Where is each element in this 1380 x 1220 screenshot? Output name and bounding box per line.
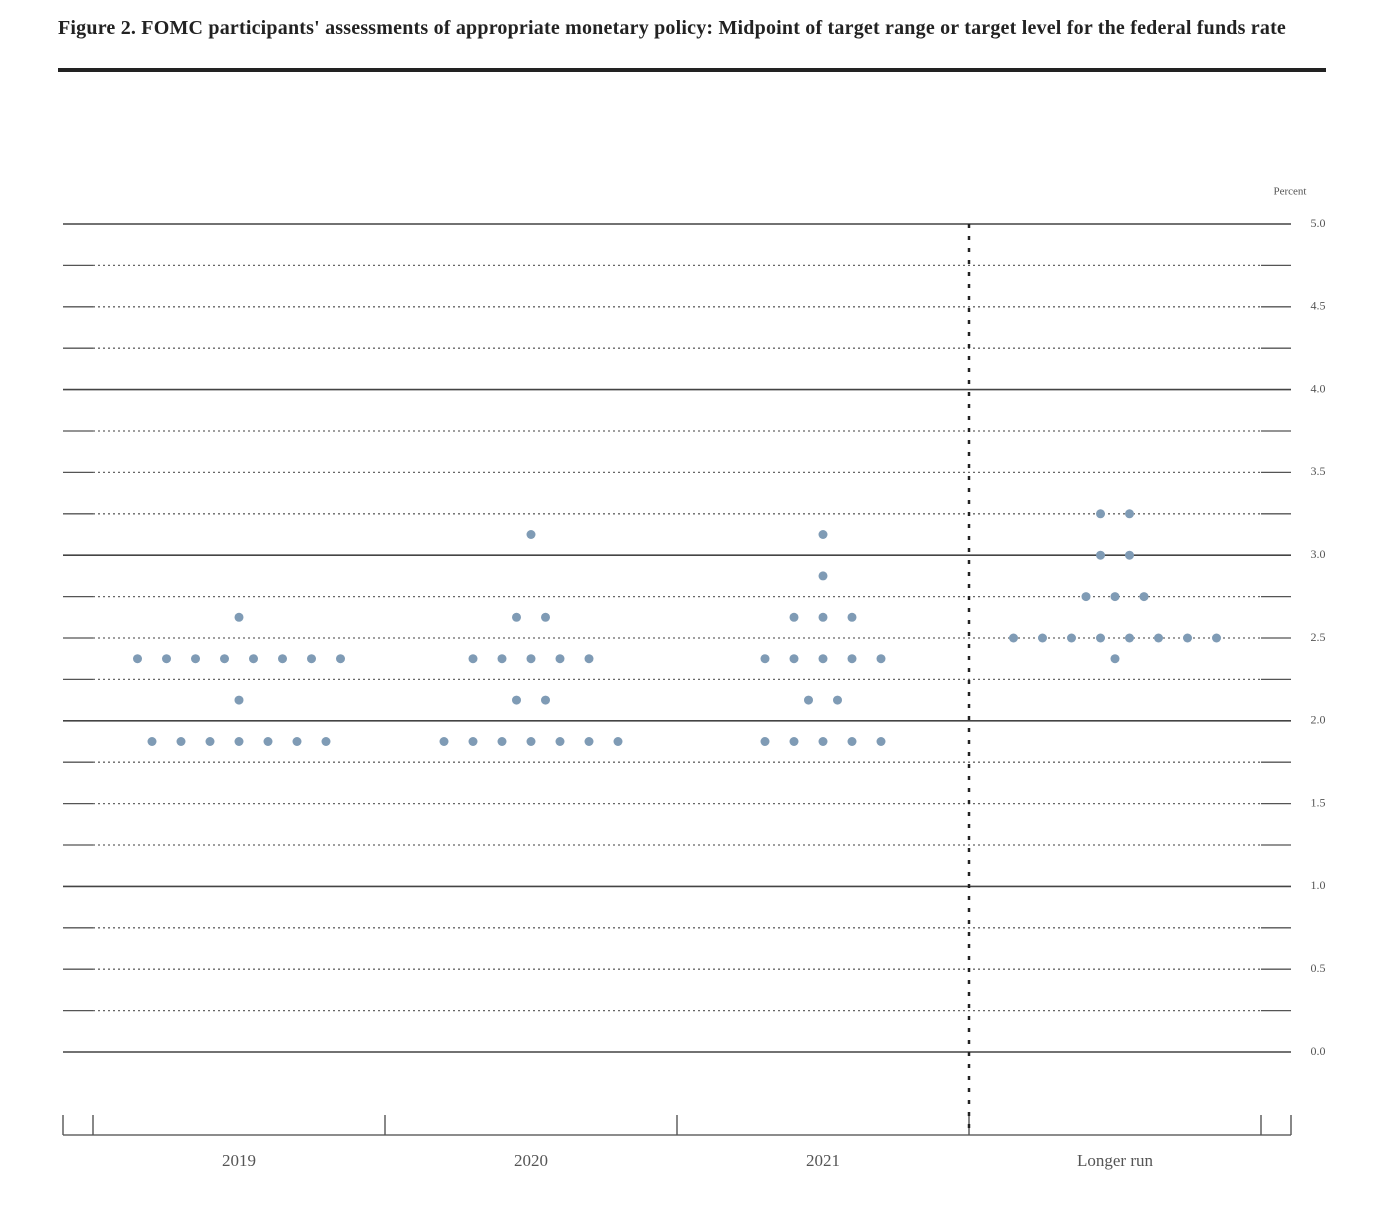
dot	[847, 612, 857, 622]
dot	[468, 654, 478, 664]
dot	[1096, 509, 1105, 519]
dot	[876, 737, 886, 746]
dot	[497, 737, 507, 746]
y-tick-label: 4.5	[1311, 299, 1326, 313]
dot	[263, 737, 273, 746]
dot	[1183, 633, 1192, 643]
x-tick-label: Longer run	[1077, 1151, 1154, 1170]
y-tick-label: 1.0	[1311, 878, 1326, 892]
dot	[234, 612, 244, 622]
dot	[1125, 550, 1134, 560]
dot	[278, 654, 287, 664]
dot	[1067, 633, 1076, 643]
dot	[1081, 592, 1091, 602]
dot	[584, 654, 594, 664]
dot	[205, 737, 215, 746]
dot	[1096, 550, 1105, 560]
dot	[526, 654, 536, 664]
x-tick-label: 2021	[806, 1151, 840, 1170]
dot	[1125, 509, 1134, 519]
dot	[555, 654, 565, 664]
dot	[789, 737, 799, 746]
dot	[176, 737, 186, 746]
dot	[1154, 633, 1163, 643]
y-tick-label: 0.0	[1311, 1044, 1326, 1058]
dot	[1139, 592, 1149, 602]
y-tick-label: 4.0	[1311, 381, 1326, 395]
dot	[804, 695, 813, 705]
y-tick-label: 3.5	[1311, 464, 1326, 478]
dot	[307, 654, 316, 664]
dot	[1110, 654, 1120, 664]
dot	[613, 737, 623, 746]
dot	[818, 571, 828, 581]
dot	[512, 695, 521, 705]
dot	[162, 654, 171, 664]
dot	[1212, 633, 1221, 643]
title-rule	[58, 68, 1326, 72]
dot	[439, 737, 449, 746]
dot	[876, 654, 886, 664]
chart-title: Figure 2. FOMC participants' assessments…	[58, 17, 1286, 39]
dot	[541, 695, 550, 705]
y-tick-label: 5.0	[1311, 216, 1326, 230]
dot	[584, 737, 594, 746]
y-tick-label: 0.5	[1311, 961, 1326, 975]
dot	[1110, 592, 1120, 602]
dot	[789, 654, 799, 664]
dot	[133, 654, 142, 664]
y-tick-label: 2.0	[1311, 713, 1326, 727]
dot	[234, 695, 244, 705]
dot	[760, 737, 770, 746]
dot	[847, 654, 857, 664]
dot	[1038, 633, 1047, 643]
dot	[526, 737, 536, 746]
dot	[1096, 633, 1105, 643]
dot	[220, 654, 229, 664]
y-tick-label: 3.0	[1311, 547, 1326, 561]
x-tick-label: 2020	[514, 1151, 548, 1170]
dot	[147, 737, 157, 746]
dot	[512, 612, 521, 622]
dot	[249, 654, 258, 664]
dot	[760, 654, 770, 664]
dot	[818, 737, 828, 746]
dot	[555, 737, 565, 746]
dot	[541, 612, 550, 622]
dot	[321, 737, 331, 746]
dot	[468, 737, 478, 746]
dot	[191, 654, 200, 664]
dot	[818, 654, 828, 664]
dot	[292, 737, 302, 746]
y-unit-label: Percent	[1274, 186, 1307, 198]
dot	[789, 612, 799, 622]
y-tick-label: 1.5	[1311, 795, 1326, 809]
dot	[336, 654, 345, 664]
dot	[526, 530, 536, 539]
dot	[833, 695, 842, 705]
dot	[818, 612, 828, 622]
dot	[497, 654, 507, 664]
dot	[1125, 633, 1134, 643]
dot	[818, 530, 828, 539]
x-tick-label: 2019	[222, 1151, 256, 1170]
dot	[234, 737, 244, 746]
dot	[1009, 633, 1018, 643]
dot	[847, 737, 857, 746]
y-tick-label: 2.5	[1311, 630, 1326, 644]
